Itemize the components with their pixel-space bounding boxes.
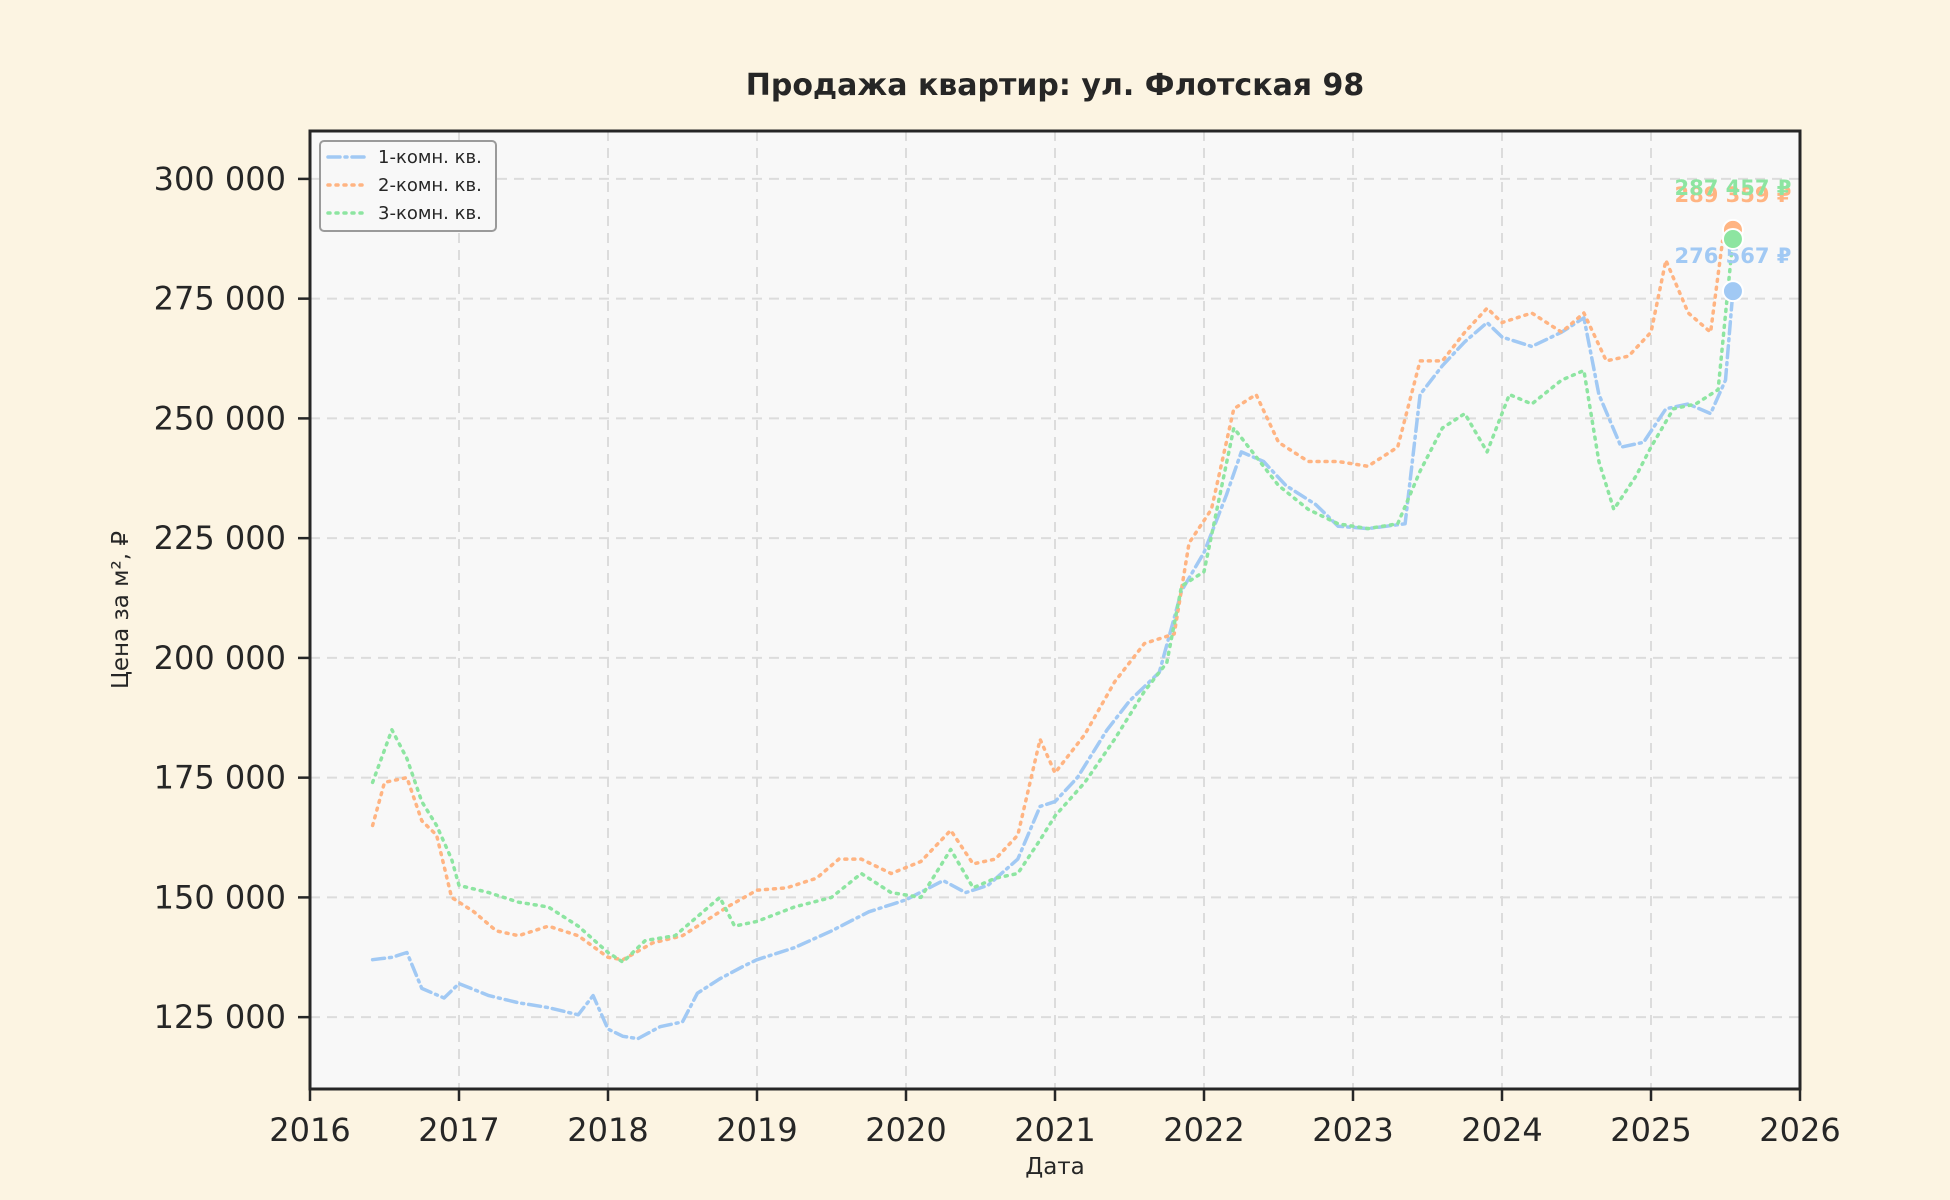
x-tick-label: 2021 xyxy=(1014,1111,1095,1149)
x-tick-label: 2016 xyxy=(269,1111,350,1149)
y-tick-label: 125 000 xyxy=(154,998,286,1036)
x-tick-label: 2024 xyxy=(1461,1111,1542,1149)
y-axis-title: Цена за м², ₽ xyxy=(108,531,134,689)
end-markers: 276 567 ₽289 359 ₽287 457 ₽ xyxy=(1674,176,1791,303)
end-marker-3 xyxy=(1721,227,1744,250)
x-tick-label: 2017 xyxy=(418,1111,499,1149)
legend-label-3: 3-комн. кв. xyxy=(378,203,482,224)
end-label-2: 289 359 ₽ xyxy=(1674,183,1791,207)
x-tick-label: 2026 xyxy=(1759,1111,1840,1149)
y-tick-label: 250 000 xyxy=(154,399,286,437)
x-tick-label: 2020 xyxy=(865,1111,946,1149)
x-axis: 2016 2017 2018 2019 2020 2021 2022 2023 2024 2025… xyxy=(269,1089,1841,1149)
legend-label-2: 2-комн. кв. xyxy=(378,175,482,196)
chart-title: Продажа квартир: ул. Флотская 98 xyxy=(746,68,1365,103)
series-layer xyxy=(370,228,1735,1041)
x-tick-label: 2019 xyxy=(716,1111,797,1149)
y-tick-label: 150 000 xyxy=(154,878,286,916)
x-tick-label: 2023 xyxy=(1312,1111,1393,1149)
y-tick-label: 275 000 xyxy=(154,280,286,318)
x-tick-label: 2025 xyxy=(1610,1111,1691,1149)
y-tick-label: 175 000 xyxy=(154,759,286,797)
x-axis-title: Дата xyxy=(1025,1154,1085,1180)
y-tick-label: 200 000 xyxy=(154,639,286,677)
y-tick-label: 300 000 xyxy=(154,160,286,198)
legend-label-1: 1-комн. кв. xyxy=(378,147,482,168)
end-marker-1 xyxy=(1721,280,1744,303)
y-tick-label: 225 000 xyxy=(154,519,286,557)
end-label-3: 287 457 ₽ xyxy=(1674,176,1791,200)
series-line-1 xyxy=(370,289,1735,1041)
x-tick-label: 2022 xyxy=(1163,1111,1244,1149)
legend-box xyxy=(319,140,497,232)
y-axis: 125 000 150 000 175 000 200 000 225 000 250 0… xyxy=(154,160,310,1036)
series-line-2 xyxy=(370,228,1735,962)
series-line-3 xyxy=(370,237,1735,964)
x-tick-label: 2018 xyxy=(567,1111,648,1149)
legend: 1-комн. кв. 2-комн. кв. 3-комн. кв. xyxy=(319,140,497,232)
